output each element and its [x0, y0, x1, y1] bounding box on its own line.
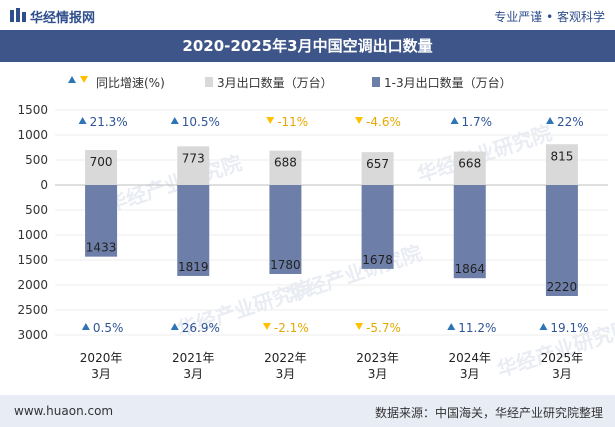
y-tick-label: 2000 [17, 278, 48, 292]
growth-cumulative-label: -2.1% [274, 321, 309, 335]
x-axis: 2020年 3月 2021年 3月 2022年 3月 2023年 3月 2024年 3月 2025年… [80, 351, 583, 381]
y-tick-label: 1000 [17, 128, 48, 142]
chart: 华经产业研究院华经产业研究院华经产业研究院华经产业研究院华经产业研究院 同比增速… [17, 75, 615, 382]
legend-down-arrow-icon [80, 76, 88, 83]
up-arrow-icon [447, 323, 456, 330]
x-tick-label: 2020年 [80, 351, 123, 365]
up-arrow-icon [78, 117, 87, 124]
bar-cumulative [545, 185, 578, 296]
brand-name: 华经情报网 [30, 11, 96, 26]
legend: 同比增速(%) 3月出口数量（万台） 1-3月出口数量（万台） [68, 75, 512, 90]
y-tick-label: 1000 [17, 228, 48, 242]
growth-cumulative-label: -5.7% [366, 321, 401, 335]
bar-cumulative [269, 185, 302, 274]
footer-source: 数据来源：中国海关，华经产业研究院整理 [374, 406, 603, 420]
legend-growth-label: 同比增速(%) [96, 76, 165, 90]
x-tick-label: 3月 [276, 367, 296, 381]
up-arrow-icon [546, 117, 555, 124]
legend-up-arrow-icon [68, 76, 76, 83]
y-tick-label: 1500 [17, 253, 48, 267]
up-arrow-icon [170, 323, 179, 330]
up-arrow-icon [450, 117, 459, 124]
footer-url: www.huaon.com [14, 404, 114, 418]
bar-cumulative-value: 1864 [454, 262, 485, 276]
bars [85, 144, 578, 296]
bar-march-value: 700 [90, 155, 113, 169]
x-tick-label: 2021年 [172, 351, 215, 365]
growth-march-label: -4.6% [366, 115, 401, 129]
bar-cumulative-value: 1780 [270, 258, 301, 272]
bar-cumulative [177, 185, 210, 276]
growth-cumulative-label: 26.9% [182, 321, 220, 335]
y-tick-label: 1500 [17, 103, 48, 117]
bar-march-value: 668 [458, 157, 481, 171]
growth-march-label: 21.3% [90, 115, 128, 129]
bar-march [453, 151, 486, 185]
bar-cumulative [453, 185, 486, 279]
y-tick-label: 2500 [17, 303, 48, 317]
x-tick-label: 2025年 [541, 351, 584, 365]
grid [55, 109, 608, 336]
x-tick-label: 2024年 [448, 351, 491, 365]
legend-cumulative-swatch [372, 77, 380, 87]
chart-title: 2020-2025年3月中国空调出口数量 [0, 30, 615, 62]
bar-cumulative-value: 1433 [86, 241, 117, 255]
logo-icon [10, 8, 26, 22]
bar-march [85, 150, 118, 185]
footer: www.huaon.com 数据来源：中国海关，华经产业研究院整理 [0, 395, 615, 427]
down-arrow-icon [266, 117, 275, 124]
up-arrow-icon [81, 323, 90, 330]
bar-cumulative-value: 1819 [178, 260, 209, 274]
growth-march-label: 1.7% [462, 115, 493, 129]
growth-march-label: 22% [557, 115, 584, 129]
bar-march [545, 144, 578, 185]
down-arrow-icon [355, 117, 364, 124]
bar-cumulative [85, 185, 118, 257]
growth-cumulative-label: 19.1% [550, 321, 588, 335]
y-axis: 1500 1000 500 0 500 1000 1500 2000 2500 3000 [17, 103, 48, 342]
top-bar: 华经情报网 专业严谨 • 客观科学 [0, 0, 615, 30]
bar-cumulative-value: 1678 [362, 253, 393, 267]
down-arrow-icon [355, 323, 364, 330]
watermark-text: 华经产业研究院 [104, 151, 245, 217]
legend-march-label: 3月出口数量（万台） [217, 75, 333, 90]
x-tick-label: 2023年 [356, 351, 399, 365]
legend-cumulative-label: 1-3月出口数量（万台） [384, 75, 512, 90]
bar-march-value: 773 [182, 151, 205, 165]
bar-march [361, 152, 394, 185]
growth-march-label: -11% [277, 115, 308, 129]
legend-march-swatch [205, 77, 213, 87]
x-tick-label: 3月 [460, 367, 480, 381]
x-tick-label: 2022年 [264, 351, 307, 365]
y-tick-label: 0 [40, 178, 48, 192]
bar-march [177, 146, 210, 185]
labels: 700 1433 21.3% 0.5% 773 1819 10.5% 26.9% 688 1780… [78, 115, 589, 335]
up-arrow-icon [170, 117, 179, 124]
up-arrow-icon [539, 323, 548, 330]
x-tick-label: 3月 [183, 367, 203, 381]
growth-march-label: 10.5% [182, 115, 220, 129]
bar-march-value: 688 [274, 156, 297, 170]
bar-march-value: 815 [550, 149, 573, 163]
y-tick-label: 3000 [17, 328, 48, 342]
x-tick-label: 3月 [368, 367, 388, 381]
x-tick-label: 3月 [91, 367, 111, 381]
bar-cumulative-value: 2220 [547, 280, 578, 294]
bar-march-value: 657 [366, 157, 389, 171]
down-arrow-icon [262, 323, 271, 330]
growth-cumulative-label: 0.5% [93, 321, 124, 335]
y-tick-label: 500 [25, 203, 48, 217]
bar-march [269, 150, 302, 185]
bar-cumulative [361, 185, 394, 269]
growth-cumulative-label: 11.2% [458, 321, 496, 335]
x-tick-label: 3月 [552, 367, 572, 381]
tagline: 专业严谨 • 客观科学 [494, 10, 605, 24]
y-tick-label: 500 [25, 153, 48, 167]
